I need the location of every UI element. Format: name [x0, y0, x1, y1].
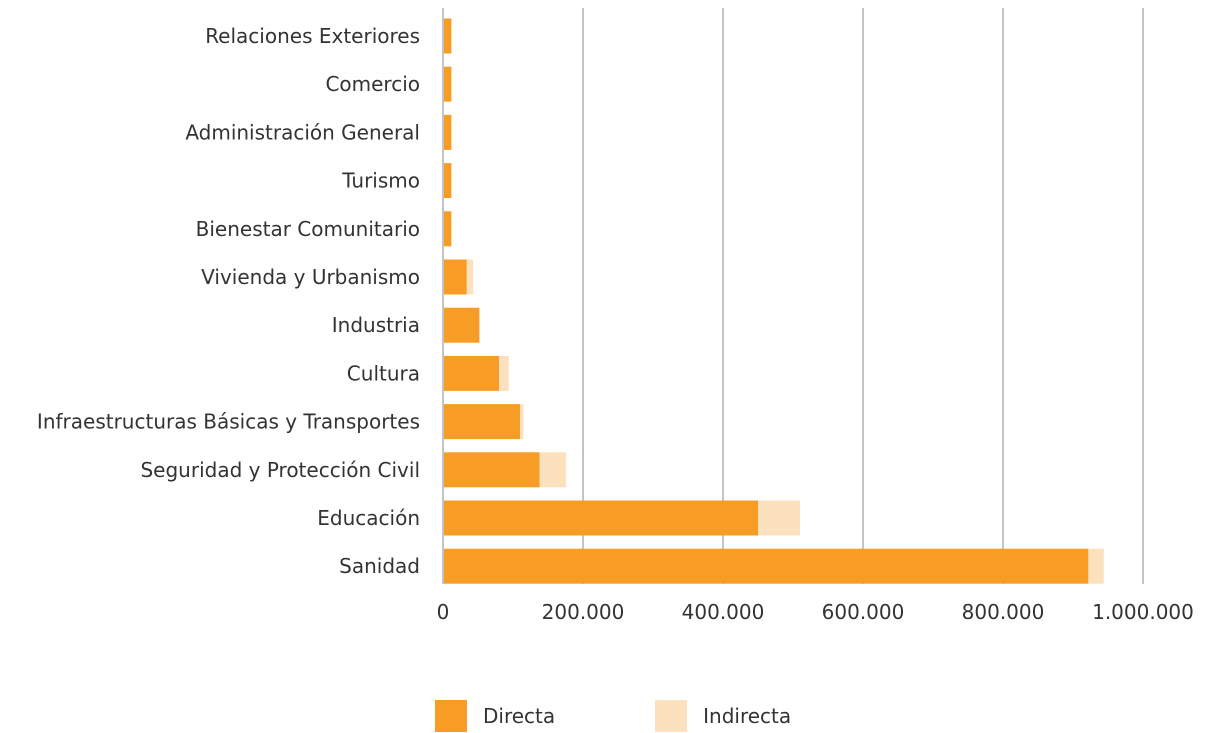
- category-label: Comercio: [325, 72, 420, 96]
- legend-item-indirecta: Indirecta: [655, 700, 791, 732]
- x-tick-label: 0: [437, 600, 450, 624]
- x-tick-label: 400.000: [682, 600, 765, 624]
- category-label: Infraestructuras Básicas y Transportes: [37, 410, 420, 434]
- bar-indirecta-cultura: [499, 355, 509, 391]
- bar-chart: Relaciones Exteriores Comercio Administrac…: [37, 8, 1194, 624]
- category-label: Cultura: [347, 361, 420, 385]
- x-tick-label: 800.000: [962, 600, 1045, 624]
- category-label: Administración General: [185, 120, 420, 144]
- bar-directa-sanidad: [443, 548, 1089, 584]
- category-label: Sanidad: [339, 554, 420, 578]
- bar-directa-infraestructuras-basicas-y-transportes: [443, 404, 520, 440]
- bar-directa-industria: [443, 307, 480, 343]
- bar-directa-seguridad-y-proteccion-civil: [443, 452, 540, 488]
- bar-indirecta-educacion: [758, 500, 800, 536]
- bar-directa-relaciones-exteriores: [443, 18, 452, 54]
- category-label: Bienestar Comunitario: [196, 217, 420, 241]
- category-label: Seguridad y Protección Civil: [140, 458, 420, 482]
- bar-indirecta-sanidad: [1088, 548, 1104, 584]
- category-label: Turismo: [341, 169, 420, 193]
- bar-directa-administracion-general: [443, 114, 452, 150]
- legend-swatch-indirecta: [655, 700, 688, 732]
- bar-indirecta-seguridad-y-proteccion-civil: [539, 452, 567, 488]
- x-tick-label: 600.000: [822, 600, 905, 624]
- bar-directa-turismo: [443, 163, 452, 199]
- category-label: Industria: [332, 313, 420, 337]
- bar-indirecta-infraestructuras-basicas-y-transportes: [520, 404, 524, 440]
- legend-label-indirecta: Indirecta: [703, 704, 792, 728]
- legend-swatch-directa: [435, 700, 467, 732]
- legend-label-directa: Directa: [483, 704, 556, 728]
- bar-directa-vivienda-y-urbanismo: [443, 259, 467, 295]
- x-tick-label: 1.000.000: [1092, 600, 1194, 624]
- bar-directa-comercio: [443, 66, 452, 102]
- category-label: Relaciones Exteriores: [205, 24, 420, 48]
- legend-item-directa: Directa: [435, 700, 555, 732]
- category-label: Vivienda y Urbanismo: [201, 265, 420, 289]
- legend: Directa Indirecta: [435, 700, 891, 732]
- bar-directa-cultura: [443, 355, 499, 391]
- bar-directa-bienestar-comunitario: [443, 211, 452, 247]
- bar-directa-educacion: [443, 500, 758, 536]
- x-tick-label: 200.000: [542, 600, 625, 624]
- category-label: Educación: [317, 506, 420, 530]
- bar-indirecta-vivienda-y-urbanismo: [466, 259, 474, 295]
